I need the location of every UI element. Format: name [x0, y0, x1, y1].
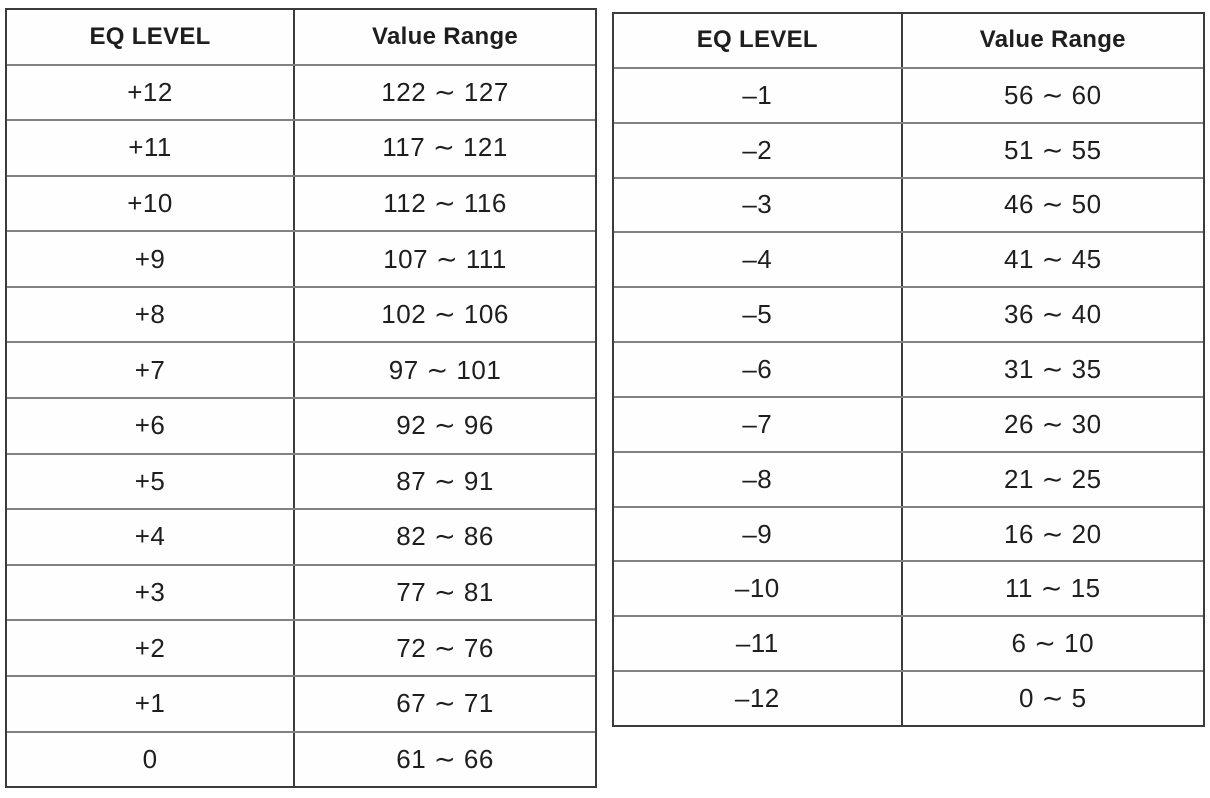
- value-range-cell: 26 ∼ 30: [1004, 408, 1102, 439]
- table-row: –10 11 ∼ 15: [614, 560, 1203, 616]
- value-range-cell: 77 ∼ 81: [396, 577, 494, 608]
- table-header-row: EQ LEVEL Value Range: [7, 10, 595, 64]
- value-range-column-header: Value Range: [372, 22, 519, 50]
- value-range-cell: 16 ∼ 20: [1004, 518, 1102, 549]
- value-range-cell: 0 ∼ 5: [1018, 683, 1087, 714]
- table-row: –12 0 ∼ 5: [614, 670, 1203, 725]
- eq-level-cell: –10: [614, 562, 903, 616]
- eq-level-cell: –1: [614, 68, 903, 122]
- table-row: –3 46 ∼ 50: [614, 176, 1203, 232]
- value-range-cell: 117 ∼ 121: [382, 132, 508, 163]
- eq-level-cell: –4: [614, 233, 903, 287]
- eq-level-cell: –7: [614, 397, 903, 451]
- value-range-cell: 46 ∼ 50: [1004, 189, 1102, 220]
- table-row: –5 36 ∼ 40: [614, 286, 1203, 342]
- value-range-cell: 107 ∼ 111: [383, 243, 507, 274]
- eq-level-table-negative: EQ LEVEL Value Range –1 56 ∼ 60 –2 51 ∼ 55–…: [612, 12, 1205, 727]
- eq-level-cell: –6: [614, 343, 903, 396]
- value-range-cell: 56 ∼ 60: [1004, 79, 1102, 110]
- table-row: –7 26 ∼ 30: [614, 395, 1203, 451]
- table-row: –9 16 ∼ 20: [614, 505, 1203, 561]
- eq-level-cell: –11: [614, 617, 903, 671]
- eq-level-cell: +10: [7, 176, 296, 231]
- table-header-row: EQ LEVEL Value Range: [614, 14, 1203, 67]
- table-row: +2 72 ∼ 76: [7, 619, 595, 675]
- eq-level-cell: –8: [614, 452, 903, 506]
- value-range-cell: 11 ∼ 15: [1004, 573, 1101, 604]
- value-range-cell: 36 ∼ 40: [1004, 299, 1102, 330]
- value-range-cell: 122 ∼ 127: [381, 76, 509, 107]
- value-range-cell: 61 ∼ 66: [396, 743, 494, 774]
- eq-level-cell: +3: [7, 565, 296, 620]
- table-row: +11 117 ∼ 121: [7, 119, 595, 175]
- eq-level-cell: +9: [7, 232, 296, 286]
- value-range-cell: 6 ∼ 10: [1011, 628, 1095, 659]
- eq-level-column-header: EQ LEVEL: [614, 14, 903, 67]
- table-row: +12 122 ∼ 127: [7, 63, 595, 120]
- table-row: +1 67 ∼ 71: [7, 674, 595, 731]
- value-range-cell: 92 ∼ 96: [396, 410, 494, 441]
- eq-level-table-positive: EQ LEVEL Value Range +12 122 ∼ 127 +11 117 …: [5, 8, 597, 788]
- value-range-cell: 97 ∼ 101: [388, 354, 502, 385]
- table-row: +8 102 ∼ 106: [7, 285, 595, 342]
- value-range-cell: 21 ∼ 25: [1004, 463, 1102, 494]
- table-row: –6 31 ∼ 35: [614, 341, 1203, 396]
- value-range-cell: 31 ∼ 35: [1004, 353, 1102, 384]
- value-range-cell: 72 ∼ 76: [396, 632, 494, 663]
- value-range-cell: 82 ∼ 86: [396, 521, 494, 552]
- table-row: +7 97 ∼ 101: [7, 341, 595, 398]
- value-range-cell: 112 ∼ 116: [383, 188, 507, 219]
- table-row: –8 21 ∼ 25: [614, 450, 1203, 506]
- eq-level-cell: +6: [7, 399, 296, 453]
- table-row: –2 51 ∼ 55: [614, 121, 1203, 177]
- table-row: +10 112 ∼ 116: [7, 174, 595, 231]
- eq-level-cell: +1: [7, 676, 296, 731]
- table-row: +5 87 ∼ 91: [7, 452, 595, 509]
- eq-level-cell: +12: [7, 65, 296, 120]
- eq-level-cell: +5: [7, 454, 296, 509]
- value-range-cell: 102 ∼ 106: [381, 299, 509, 330]
- eq-level-cell: 0: [7, 732, 296, 787]
- table-row: –11 6 ∼ 10: [614, 615, 1203, 671]
- table-row: –4 41 ∼ 45: [614, 231, 1203, 287]
- table-row: +6 92 ∼ 96: [7, 397, 595, 453]
- eq-level-cell: +11: [7, 121, 296, 175]
- table-row: +4 82 ∼ 86: [7, 508, 595, 564]
- eq-level-cell: –9: [614, 507, 903, 561]
- eq-level-cell: –2: [614, 123, 903, 177]
- eq-level-cell: –5: [614, 288, 903, 342]
- eq-level-cell: +4: [7, 510, 296, 564]
- value-range-cell: 51 ∼ 55: [1004, 134, 1102, 165]
- table-row: –1 56 ∼ 60: [614, 66, 1203, 122]
- value-range-cell: 41 ∼ 45: [1004, 244, 1102, 275]
- table-row: +3 77 ∼ 81: [7, 563, 595, 620]
- eq-level-cell: +2: [7, 621, 296, 675]
- eq-level-column-header: EQ LEVEL: [7, 10, 296, 64]
- value-range-column-header: Value Range: [979, 26, 1126, 54]
- table-row: 0 61 ∼ 66: [7, 730, 595, 787]
- eq-level-cell: –3: [614, 178, 903, 232]
- value-range-cell: 87 ∼ 91: [396, 465, 494, 496]
- eq-level-cell: –12: [614, 672, 903, 725]
- eq-level-cell: +7: [7, 343, 296, 398]
- eq-level-cell: +8: [7, 287, 296, 342]
- table-row: +9 107 ∼ 111: [7, 230, 595, 286]
- value-range-cell: 67 ∼ 71: [396, 688, 494, 719]
